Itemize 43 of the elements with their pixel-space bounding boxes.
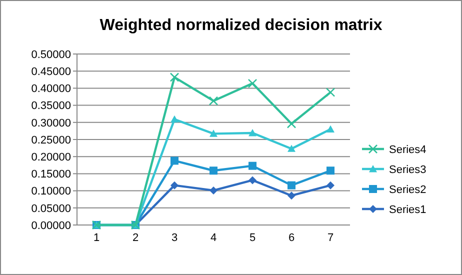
y-tick-label: 0.50000 [31,48,71,61]
x-tick-label: 7 [327,232,334,244]
point [288,181,296,190]
point [248,78,258,88]
x-tick-label: 5 [249,232,256,244]
x-tick-label: 2 [132,232,139,244]
y-tick-label: 0.15000 [31,168,71,181]
point [288,144,296,152]
point [210,130,218,137]
legend-label: Series1 [389,204,426,216]
point [288,192,296,200]
point [326,88,336,97]
chart-title: Weighted normalized decision matrix [100,17,382,34]
point [326,125,334,132]
point [248,176,256,184]
point [248,162,256,170]
x-tick-label: 3 [171,232,178,244]
y-tick-label: 0.40000 [31,83,71,96]
point [170,115,178,123]
point [326,181,334,190]
point [326,166,334,175]
y-tick-label: 0.10000 [31,186,71,198]
y-tick-label: 0.30000 [31,117,71,130]
x-tick-label: 6 [288,232,295,244]
point [170,72,180,82]
y-tick-label: 0.45000 [31,66,71,78]
point [170,181,178,190]
y-tick-label: 0.05000 [31,202,71,215]
legend-label: Series4 [389,144,426,156]
point [170,156,178,165]
x-tick-label: 1 [93,232,100,244]
y-tick-label: 0.25000 [31,134,71,146]
x-tick-label: 4 [210,232,217,244]
legend-label: Series3 [389,164,426,176]
point [208,96,218,106]
y-tick-label: 0.00000 [31,220,71,232]
point [286,119,296,128]
y-tick-label: 0.20000 [31,151,71,164]
point [248,129,256,136]
legend-label: Series2 [389,184,426,196]
point [210,186,218,194]
point [210,166,218,175]
y-tick-label: 0.35000 [31,100,71,112]
